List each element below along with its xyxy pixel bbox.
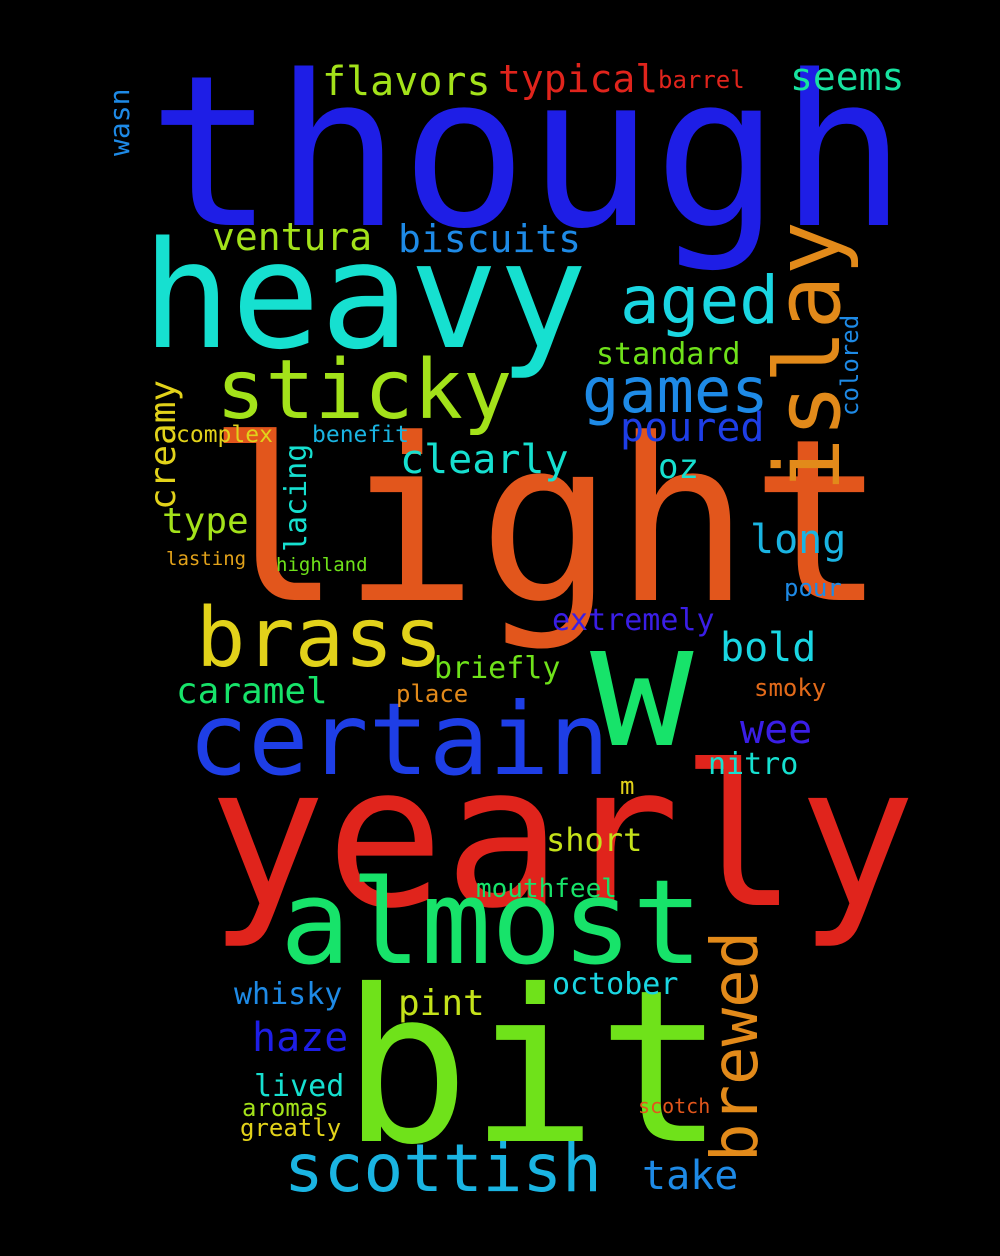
word-poured: poured [620,405,765,451]
word-almost: almost [280,854,703,991]
word-though: though [148,30,907,275]
word-aged: aged [620,262,779,339]
word-sticky: sticky [216,343,513,438]
word-wee: wee [740,707,813,753]
word-lasting: lasting [166,548,247,570]
word-haze: haze [252,1015,349,1061]
word-complex: complex [176,422,273,448]
word-october: october [552,967,679,1002]
word-take: take [642,1153,739,1199]
word-bold: bold [720,625,817,671]
word-light: light [206,391,887,654]
word-whisky: whisky [234,977,343,1012]
word-brewed: brewed [699,930,773,1162]
word-flavors: flavors [322,59,491,105]
word-caramel: caramel [176,671,328,712]
word-scotch: scotch [638,1094,711,1118]
word-yearly: yearly [208,724,917,952]
word-lacing: lacing [279,443,314,552]
word-lived: lived [254,1069,345,1104]
word-oz: oz [658,447,699,487]
word-short: short [546,821,643,859]
word-briefly: briefly [434,651,561,686]
word-seems: seems [790,55,905,99]
word-place: place [396,680,469,708]
word-pour: pour [784,574,842,602]
word-standard: standard [596,337,741,372]
word-highland: highland [276,554,368,576]
word-typical: typical [498,57,659,101]
word-wasn: wasn [103,88,136,156]
word-heavy: heavy [142,210,588,382]
word-m: m [620,772,635,800]
word-aromas: aromas [242,1094,329,1122]
word-certain: certain [188,681,610,798]
word-mouthfeel: mouthfeel [476,874,617,904]
word-colored: colored [836,314,864,416]
word-nitro: nitro [708,747,799,782]
word-long: long [750,517,847,563]
word-clearly: clearly [400,437,569,483]
word-pint: pint [398,983,485,1024]
word-barrel: barrel [658,66,745,94]
word-bit: bit [342,944,725,1191]
word-brass: brass [196,591,443,686]
word-ventura: ventura [212,215,373,259]
word-greatly: greatly [240,1114,342,1142]
word-scottish: scottish [284,1130,602,1207]
word-smoky: smoky [754,674,827,702]
word-extremely: extremely [552,603,715,638]
word-w: w [590,585,694,786]
word-benefit: benefit [312,422,409,448]
word-games: games [582,354,769,427]
word-biscuits: biscuits [398,217,582,261]
word-type: type [162,501,249,542]
